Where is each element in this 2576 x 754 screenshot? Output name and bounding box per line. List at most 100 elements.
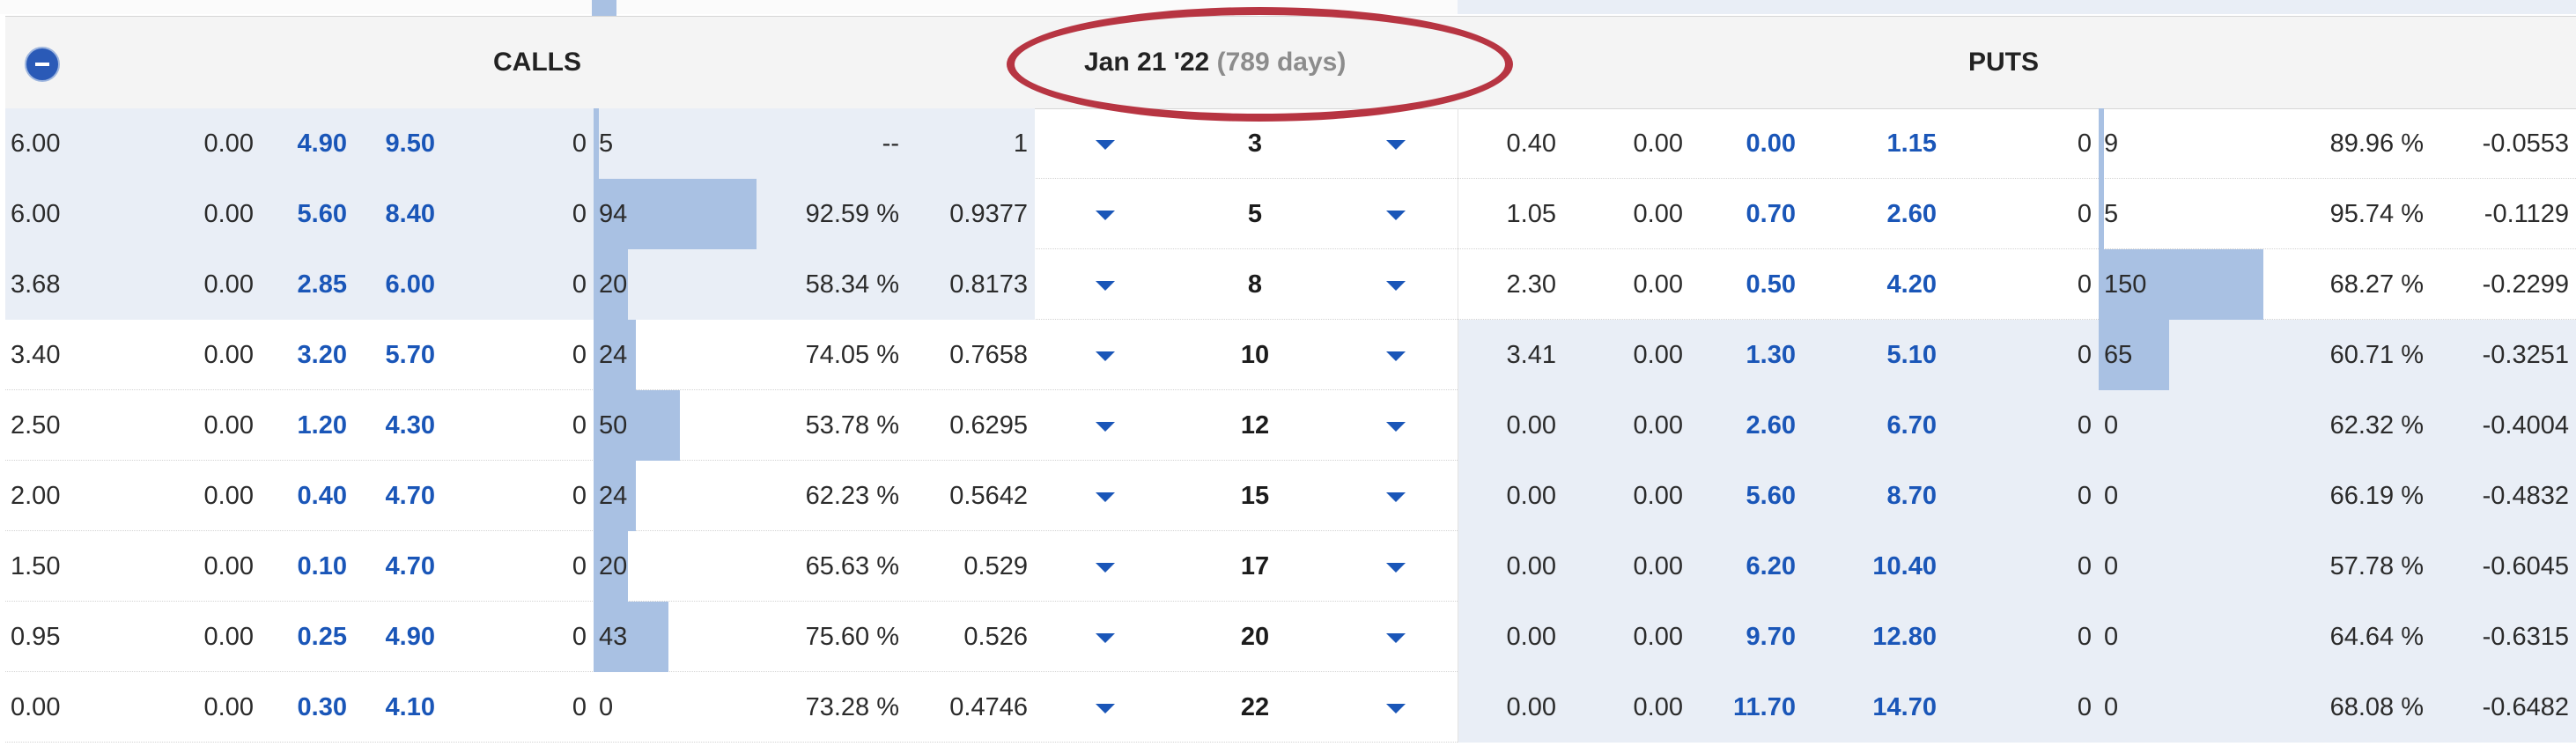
open-interest-bar	[2099, 249, 2263, 320]
put-ask-cell[interactable]: 6.70	[1803, 390, 1944, 461]
put-ask-cell[interactable]: 2.60	[1886, 200, 1937, 228]
call-change-cell: 0.00	[203, 482, 254, 510]
call-ask-cell[interactable]: 9.50	[354, 108, 442, 179]
put-bid-cell[interactable]: 9.70	[1690, 602, 1803, 672]
put-expand-arrow-cell[interactable]	[1334, 108, 1458, 179]
put-expand-arrow-cell[interactable]	[1334, 461, 1458, 531]
call-last-cell: 0.00	[11, 693, 61, 721]
chevron-down-icon[interactable]	[1096, 210, 1115, 220]
put-expand-arrow-cell[interactable]	[1334, 320, 1458, 390]
put-expand-arrow-cell[interactable]	[1334, 179, 1458, 249]
put-bid-cell[interactable]: 0.50	[1746, 270, 1796, 299]
open-interest-bar	[594, 320, 636, 390]
chevron-down-icon[interactable]	[1096, 139, 1115, 150]
put-open-interest-cell: 0	[2099, 390, 2263, 461]
put-ask-cell[interactable]: 1.15	[1886, 129, 1937, 158]
put-open-interest: 65	[2104, 341, 2133, 369]
put-ask-cell[interactable]: 12.80	[1803, 602, 1944, 672]
chevron-down-icon[interactable]	[1096, 280, 1115, 291]
put-open-interest: 0	[2104, 482, 2119, 510]
collapse-icon[interactable]	[25, 47, 60, 82]
put-bid-cell[interactable]: 1.30	[1690, 320, 1803, 390]
put-iv-cell: 89.96 %	[2329, 129, 2424, 158]
call-expand-arrow-cell[interactable]	[1035, 461, 1176, 531]
call-expand-arrow-cell[interactable]	[1035, 390, 1176, 461]
put-expand-arrow-cell[interactable]	[1334, 602, 1458, 672]
call-expand-arrow-cell[interactable]	[1035, 108, 1176, 179]
call-bid-cell[interactable]: 1.20	[297, 411, 347, 440]
call-expand-arrow-cell[interactable]	[1035, 320, 1176, 390]
call-ask-cell[interactable]: 4.10	[385, 693, 435, 721]
chevron-down-icon[interactable]	[1096, 703, 1115, 713]
put-bid-cell[interactable]: 6.20	[1690, 531, 1803, 602]
call-volume-cell: 0	[572, 552, 587, 580]
call-delta-cell: 0.9377	[906, 179, 1035, 249]
put-ask-cell[interactable]: 8.70	[1803, 461, 1944, 531]
call-bid-cell[interactable]: 3.20	[297, 341, 347, 369]
call-open-interest: 5	[599, 129, 614, 158]
call-delta-cell: 0.526	[963, 623, 1028, 651]
call-expand-arrow-cell[interactable]	[1035, 179, 1176, 249]
put-ask-cell[interactable]: 14.70	[1803, 672, 1944, 743]
open-interest-bar	[2099, 179, 2104, 249]
chevron-down-icon[interactable]	[1096, 351, 1115, 361]
call-bid-cell[interactable]: 0.40	[297, 482, 347, 510]
call-bid-cell[interactable]: 5.60	[261, 179, 354, 249]
put-bid-cell[interactable]: 5.60	[1690, 461, 1803, 531]
chevron-down-icon[interactable]	[1386, 703, 1406, 713]
call-ask-cell[interactable]: 4.30	[385, 411, 435, 440]
put-bid-cell[interactable]: 11.70	[1690, 672, 1803, 743]
call-expand-arrow-cell[interactable]	[1035, 531, 1176, 602]
chevron-down-icon[interactable]	[1386, 280, 1406, 291]
call-delta-cell: 0.6295	[949, 411, 1028, 440]
put-volume-cell: 0	[1944, 672, 2099, 743]
chevron-down-icon[interactable]	[1386, 139, 1406, 150]
strike-cell: 17	[1240, 552, 1270, 580]
call-open-interest: 0	[599, 693, 614, 721]
call-volume-cell: 0	[572, 411, 587, 440]
put-bid-cell[interactable]: 0.70	[1746, 200, 1796, 228]
put-expand-arrow-cell[interactable]	[1334, 672, 1458, 743]
expiry-selector[interactable]: Jan 21 '22 (789 days)	[1084, 17, 1346, 108]
chevron-down-icon[interactable]	[1096, 421, 1115, 432]
call-ask-cell[interactable]: 8.40	[354, 179, 442, 249]
put-expand-arrow-cell[interactable]	[1334, 249, 1458, 320]
call-ask-cell[interactable]: 4.70	[385, 552, 435, 580]
chevron-down-icon[interactable]	[1386, 492, 1406, 502]
call-expand-arrow-cell[interactable]	[1035, 602, 1176, 672]
call-bid-cell[interactable]: 0.10	[297, 552, 347, 580]
chevron-down-icon[interactable]	[1386, 351, 1406, 361]
put-ask-cell[interactable]: 4.20	[1886, 270, 1937, 299]
call-delta-cell: 0.4746	[949, 693, 1028, 721]
chevron-down-icon[interactable]	[1096, 562, 1115, 573]
call-bid-cell[interactable]: 2.85	[261, 249, 354, 320]
put-expand-arrow-cell[interactable]	[1334, 531, 1458, 602]
table-row: 3.40 0.00 3.20 5.70 0 24 74.05 % 0.7658 10 3.41 0.…	[5, 320, 2576, 390]
chevron-down-icon[interactable]	[1096, 632, 1115, 643]
put-ask-cell[interactable]: 10.40	[1803, 531, 1944, 602]
call-ask-cell[interactable]: 5.70	[385, 341, 435, 369]
chevron-down-icon[interactable]	[1386, 421, 1406, 432]
call-ask-cell[interactable]: 4.90	[385, 623, 435, 651]
call-volume-cell: 0	[572, 341, 587, 369]
call-bid-cell[interactable]: 0.30	[297, 693, 347, 721]
call-iv-cell: 65.63 %	[805, 552, 899, 580]
call-ask-cell[interactable]: 6.00	[354, 249, 442, 320]
put-change-cell: 0.00	[1563, 320, 1690, 390]
call-bid-cell[interactable]: 0.25	[297, 623, 347, 651]
call-bid-cell[interactable]: 4.90	[261, 108, 354, 179]
put-bid-cell[interactable]: 0.00	[1746, 129, 1796, 158]
put-last-cell: 0.00	[1458, 602, 1563, 672]
call-expand-arrow-cell[interactable]	[1035, 672, 1176, 743]
put-bid-cell[interactable]: 2.60	[1690, 390, 1803, 461]
chevron-down-icon[interactable]	[1386, 632, 1406, 643]
put-expand-arrow-cell[interactable]	[1334, 390, 1458, 461]
put-open-interest-cell: 5	[2099, 179, 2263, 249]
chevron-down-icon[interactable]	[1096, 492, 1115, 502]
call-ask-cell[interactable]: 4.70	[385, 482, 435, 510]
put-ask-cell[interactable]: 5.10	[1803, 320, 1944, 390]
call-expand-arrow-cell[interactable]	[1035, 249, 1176, 320]
chevron-down-icon[interactable]	[1386, 210, 1406, 220]
chevron-down-icon[interactable]	[1386, 562, 1406, 573]
